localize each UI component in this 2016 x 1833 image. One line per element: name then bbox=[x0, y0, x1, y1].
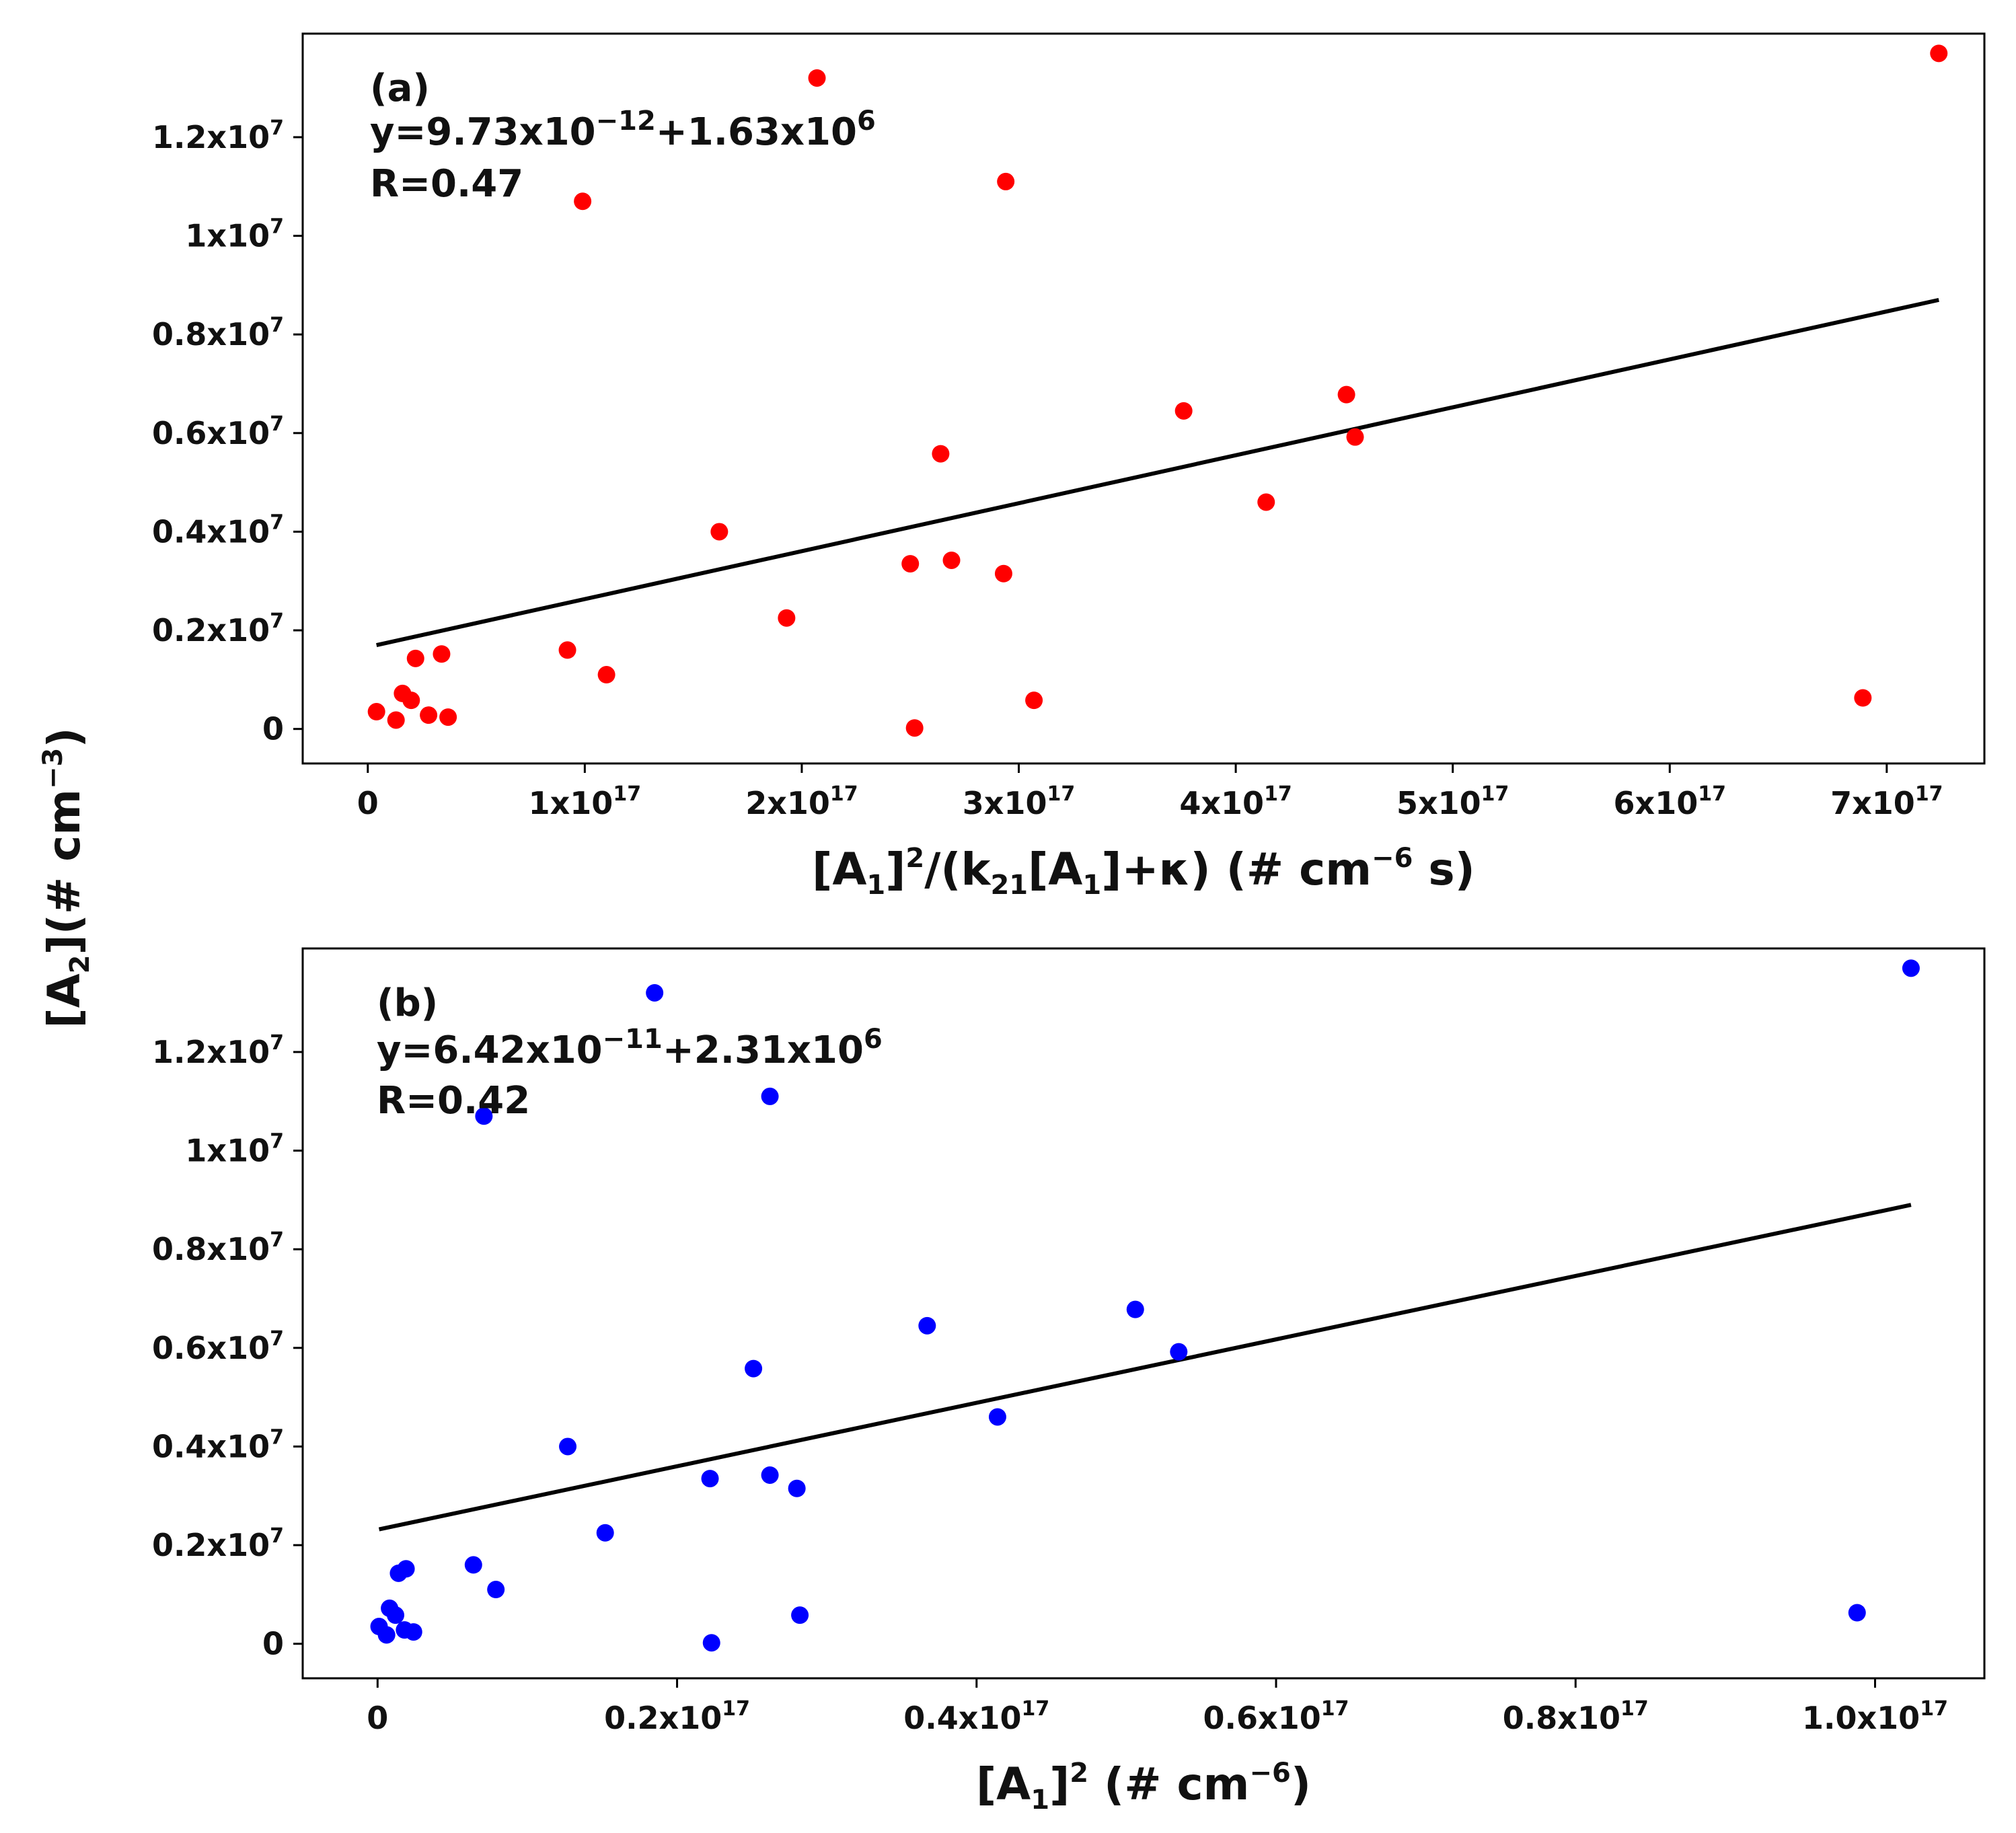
panel-a-y-tick-label: 1.2x107 bbox=[152, 116, 284, 155]
panel-b-r-value: R=0.42 bbox=[377, 1079, 530, 1123]
panel-a-data-point bbox=[905, 719, 924, 737]
panel-b-fit-line-group bbox=[378, 1203, 1912, 1532]
panel-a-y-tick-label: 0.6x107 bbox=[152, 412, 284, 451]
panel-b-data-point bbox=[377, 1626, 396, 1644]
panel-b-data-point bbox=[788, 1479, 806, 1497]
panel-a-data-point bbox=[901, 555, 920, 573]
panel-a-data-point bbox=[439, 708, 457, 726]
panel-a-fit-line bbox=[376, 297, 1939, 647]
panel-b-y-tick-label: 0.8x107 bbox=[152, 1228, 284, 1267]
panel-b-data-point bbox=[387, 1606, 405, 1624]
panel-a-data-point bbox=[367, 703, 385, 721]
panel-b-y-tick-label: 1x107 bbox=[185, 1130, 284, 1169]
panel-a-data-point bbox=[1025, 691, 1043, 710]
panel-a-y-tick-label: 1x107 bbox=[185, 215, 284, 254]
panel-a-data-point bbox=[402, 691, 420, 710]
panel-a-data-point bbox=[1346, 428, 1364, 446]
panel-b-y-tick-label: 0.6x107 bbox=[152, 1327, 284, 1366]
panel-b-x-tick-label: 0.6x1017 bbox=[1203, 1697, 1349, 1736]
panel-b-data-point bbox=[464, 1556, 482, 1574]
panel-b: 0 0.2x1017 0.4x1017 0.6x1017 0.8x1017 1.0x101… bbox=[152, 947, 1986, 1816]
panel-b-y-tick-label: 0.2x107 bbox=[152, 1524, 284, 1563]
panel-a-x-tick-label: 2x1017 bbox=[745, 782, 858, 821]
panel-a-data-point bbox=[387, 711, 405, 729]
panel-a-y-tick-label: 0.4x107 bbox=[152, 511, 284, 550]
panel-b-label: (b) bbox=[377, 981, 438, 1025]
panel-b-data-point bbox=[487, 1581, 505, 1599]
panel-a-label: (a) bbox=[370, 67, 430, 110]
panel-a-data-point bbox=[406, 649, 424, 667]
panel-b-data-point bbox=[761, 1087, 779, 1105]
panel-b-data-point bbox=[1170, 1343, 1188, 1361]
panel-b-data-point bbox=[918, 1316, 936, 1335]
panel-b-points bbox=[370, 959, 1920, 1652]
panel-b-x-label: [A1]2 (# cm−6) bbox=[976, 1758, 1311, 1816]
panel-a-y-tick-label: 0 bbox=[262, 711, 284, 747]
panel-b-x-tick-label: 0.4x1017 bbox=[903, 1697, 1049, 1736]
panel-a-data-point bbox=[1174, 402, 1193, 420]
panel-b-fit-line bbox=[378, 1203, 1912, 1532]
panel-b-data-point bbox=[397, 1560, 415, 1578]
panel-a-data-point bbox=[433, 645, 451, 663]
panel-a-ticks: 0 1x1017 2x1017 3x1017 4x1017 5x1017 6x1017 7x1… bbox=[152, 116, 1943, 821]
shared-y-label: [A2](# cm−3) bbox=[38, 727, 96, 1028]
panel-a-equation: y=9.73x10−12+1.63x106 bbox=[370, 106, 876, 154]
panel-a-data-point bbox=[710, 523, 729, 541]
panel-b-y-tick-label: 1.2x107 bbox=[152, 1031, 284, 1070]
panel-b-data-point bbox=[1848, 1604, 1866, 1622]
panel-b-data-point bbox=[646, 983, 664, 1002]
panel-b-y-tick-label: 0.4x107 bbox=[152, 1425, 284, 1464]
panel-b-x-tick-label: 0.2x1017 bbox=[604, 1697, 750, 1736]
panel-a-data-point bbox=[420, 706, 438, 724]
panel-b-data-point bbox=[988, 1408, 1006, 1426]
panel-b-x-tick-label: 1.0x1017 bbox=[1802, 1697, 1948, 1736]
panel-a-data-point bbox=[1930, 44, 1948, 63]
panel-b-data-point bbox=[404, 1623, 422, 1641]
panel-b-data-point bbox=[475, 1107, 493, 1125]
panel-a-x-tick-label: 5x1017 bbox=[1396, 782, 1509, 821]
panel-a-x-tick-label: 6x1017 bbox=[1614, 782, 1726, 821]
panel-a-data-point bbox=[778, 609, 796, 627]
panel-b-data-point bbox=[596, 1524, 614, 1542]
panel-b-data-point bbox=[791, 1606, 809, 1624]
panel-a-x-tick-label: 3x1017 bbox=[963, 782, 1075, 821]
panel-b-data-point bbox=[701, 1470, 719, 1488]
panel-b-y-tick-label: 0 bbox=[262, 1626, 284, 1662]
panel-a-x-tick-label: 7x1017 bbox=[1830, 782, 1943, 821]
panel-b-data-point bbox=[702, 1634, 720, 1652]
panel-b-x-tick-label: 0 bbox=[367, 1700, 388, 1736]
panel-a-data-point bbox=[994, 564, 1012, 583]
panel-a-x-tick-label: 0 bbox=[357, 785, 379, 821]
panel-a-data-point bbox=[1257, 493, 1275, 511]
panel-a-r-value: R=0.47 bbox=[370, 162, 523, 206]
panel-b-data-point bbox=[745, 1359, 763, 1378]
panel-a-x-label: [A1]2/(k21[A1]+κ) (# cm−6 s) bbox=[812, 843, 1475, 901]
panel-b-data-point bbox=[1902, 959, 1920, 977]
panel-a-fit-line-group bbox=[376, 297, 1939, 647]
panel-a-frame bbox=[301, 32, 1986, 765]
panel-b-data-point bbox=[1126, 1300, 1144, 1318]
panel-a-y-tick-label: 0.8x107 bbox=[152, 313, 284, 352]
panel-a-points bbox=[367, 44, 1948, 737]
panel-a-data-point bbox=[942, 551, 961, 569]
panel-a-data-point bbox=[997, 172, 1015, 190]
panel-a-x-tick-label: 4x1017 bbox=[1179, 782, 1292, 821]
panel-b-data-point bbox=[559, 1437, 577, 1456]
panel-a: 0 1x1017 2x1017 3x1017 4x1017 5x1017 6x1017 7x1… bbox=[152, 32, 1986, 901]
panel-a-y-tick-label: 0.2x107 bbox=[152, 609, 284, 648]
panel-a-data-point bbox=[558, 641, 576, 659]
panel-a-data-point bbox=[1337, 385, 1355, 404]
panel-b-frame bbox=[301, 947, 1986, 1680]
panel-b-data-point bbox=[761, 1466, 779, 1484]
panel-a-data-point bbox=[1854, 689, 1872, 707]
panel-b-equation: y=6.42x10−11+2.31x106 bbox=[377, 1024, 883, 1072]
panel-a-x-tick-label: 1x1017 bbox=[529, 782, 641, 821]
panel-b-x-tick-label: 0.8x1017 bbox=[1503, 1697, 1649, 1736]
panel-b-ticks: 0 0.2x1017 0.4x1017 0.6x1017 0.8x1017 1.0x101… bbox=[152, 1031, 1948, 1736]
panel-a-data-point bbox=[808, 69, 826, 87]
panel-a-data-point bbox=[597, 666, 615, 684]
panel-a-data-point bbox=[932, 445, 950, 463]
panel-a-data-point bbox=[574, 192, 592, 211]
